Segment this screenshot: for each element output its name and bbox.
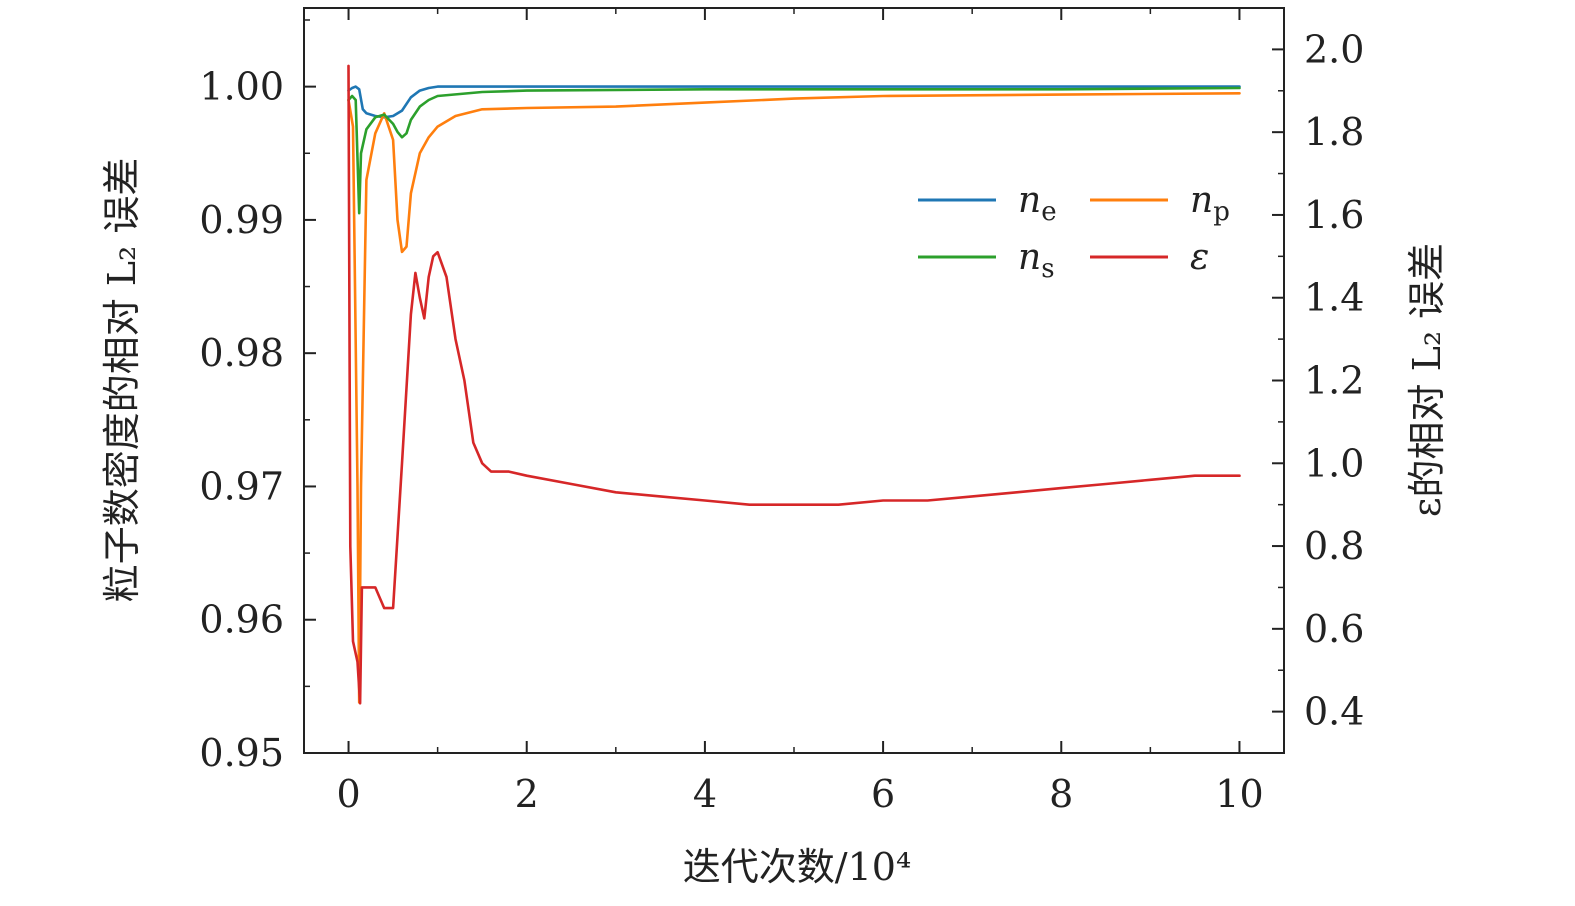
y-left-tick-label: 0.98 (199, 331, 284, 375)
series-line-0 (347, 85, 1241, 119)
legend-label-2: ns (1018, 237, 1055, 284)
y-right-tick-label: 0.8 (1304, 524, 1364, 568)
y-left-tick-label: 0.97 (199, 464, 284, 508)
x-tick-label: 8 (1049, 772, 1073, 816)
y-left-tick-label: 0.96 (199, 598, 284, 642)
y-left-tick-label: 0.95 (199, 731, 284, 775)
axes-group: 0 2 4 6 8 10 0.95 0.96 0.97 0.98 0.99 1.00 0.4 0.6 0.8… (199, 7, 1364, 816)
legend-label-0: ne (1018, 180, 1057, 227)
x-axis-title: 迭代次数/10⁴ (683, 845, 911, 889)
legend-label-1: np (1190, 180, 1230, 227)
y-right-axis-title: ε的相对 L₂ 误差 (1405, 243, 1449, 517)
y-right-tick-label: 1.0 (1304, 441, 1364, 485)
series-group (347, 64, 1241, 705)
series-line-1 (347, 92, 1241, 704)
y-left-tick-label: 0.99 (199, 198, 284, 242)
x-tick-label: 0 (336, 772, 360, 816)
legend: ne np ns ε (918, 180, 1230, 284)
x-tick-label: 10 (1215, 772, 1263, 816)
legend-label-3: ε (1190, 237, 1209, 278)
y-right-tick-label: 1.2 (1304, 359, 1364, 403)
series-line-2 (347, 86, 1241, 215)
x-tick-label: 4 (693, 772, 717, 816)
y-left-tick-label: 1.00 (199, 65, 284, 109)
series-line-3 (347, 64, 1241, 705)
y-right-tick-label: 0.4 (1304, 690, 1364, 734)
x-tick-label: 2 (515, 772, 539, 816)
x-tick-label: 6 (871, 772, 895, 816)
y-right-tick-label: 0.6 (1304, 607, 1364, 651)
y-right-tick-label: 1.6 (1304, 193, 1364, 237)
y-right-tick-label: 2.0 (1304, 27, 1364, 71)
y-right-tick-label: 1.8 (1304, 110, 1364, 154)
y-right-tick-label: 1.4 (1304, 276, 1364, 320)
y-left-axis-title: 粒子数密度的相对 L₂ 误差 (100, 158, 144, 603)
